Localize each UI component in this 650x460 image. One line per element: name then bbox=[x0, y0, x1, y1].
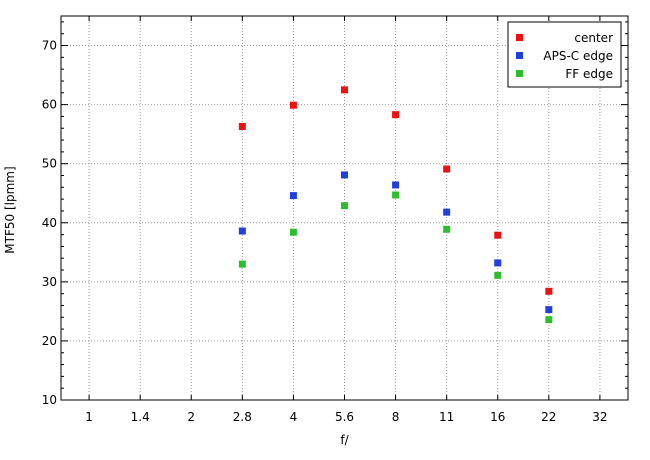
x-tick-label: 1 bbox=[85, 410, 93, 424]
x-tick-label: 2 bbox=[187, 410, 195, 424]
data-point bbox=[494, 231, 502, 239]
legend-box bbox=[507, 21, 622, 88]
data-point bbox=[392, 111, 400, 119]
data-point bbox=[392, 181, 400, 189]
data-point bbox=[443, 225, 451, 233]
y-tick-label: 10 bbox=[42, 393, 57, 407]
y-axis-title: MTF50 [lpmm] bbox=[3, 166, 17, 253]
y-tick-label: 40 bbox=[42, 216, 57, 230]
x-tick-label: 4 bbox=[290, 410, 298, 424]
y-tick-label: 30 bbox=[42, 275, 57, 289]
data-point bbox=[494, 259, 502, 267]
data-points bbox=[238, 86, 553, 324]
legend-swatch bbox=[516, 70, 523, 77]
x-tick-label: 22 bbox=[541, 410, 556, 424]
y-tick-label: 70 bbox=[42, 39, 57, 53]
data-point bbox=[443, 208, 451, 216]
legend-swatch bbox=[516, 52, 523, 59]
y-tick-label: 20 bbox=[42, 334, 57, 348]
data-point bbox=[443, 165, 451, 173]
data-point bbox=[238, 227, 246, 235]
x-tick-label: 8 bbox=[392, 410, 400, 424]
data-point bbox=[238, 122, 246, 130]
axis-ticks bbox=[61, 16, 628, 401]
data-point bbox=[289, 101, 297, 109]
data-point bbox=[545, 306, 553, 314]
data-point bbox=[392, 191, 400, 199]
x-tick-label: 32 bbox=[592, 410, 607, 424]
data-point bbox=[289, 192, 297, 200]
x-tick-label: 5.6 bbox=[335, 410, 354, 424]
tick-labels: 1 1.4 2 2.8 4 5.6 8 11 16 22 32 10 20 30 40 50 60 70 bbox=[42, 39, 608, 424]
legend: center APS-C edge FF edge bbox=[507, 21, 622, 88]
legend-label: APS-C edge bbox=[543, 49, 613, 63]
y-tick-label: 60 bbox=[42, 98, 57, 112]
data-point bbox=[341, 86, 348, 94]
data-point bbox=[545, 287, 553, 295]
legend-label: FF edge bbox=[565, 67, 613, 81]
data-point bbox=[238, 260, 246, 268]
data-point bbox=[545, 316, 553, 324]
data-point bbox=[341, 202, 348, 210]
legend-swatch bbox=[516, 34, 523, 41]
data-point bbox=[289, 228, 297, 236]
x-tick-label: 16 bbox=[490, 410, 505, 424]
y-tick-label: 50 bbox=[42, 157, 57, 171]
data-point bbox=[494, 271, 502, 279]
data-point bbox=[341, 171, 348, 179]
legend-label: center bbox=[574, 31, 613, 45]
x-tick-label: 2.8 bbox=[233, 410, 252, 424]
x-tick-label: 1.4 bbox=[131, 410, 150, 424]
x-axis-title: f/ bbox=[340, 433, 349, 447]
x-tick-label: 11 bbox=[439, 410, 454, 424]
